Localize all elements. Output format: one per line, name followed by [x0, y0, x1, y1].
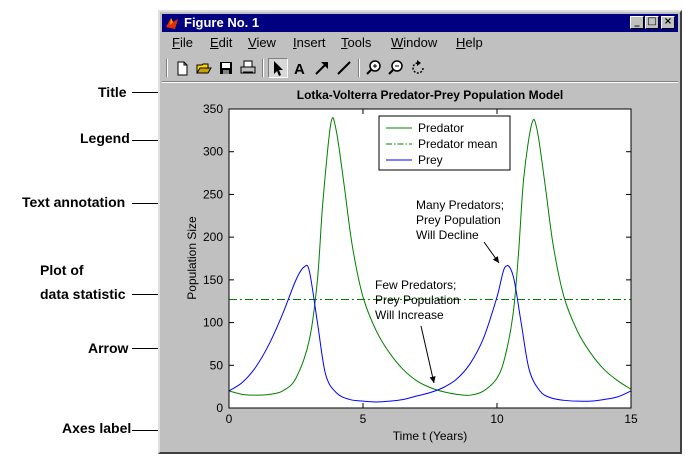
menu-bar: File Edit View Insert Tools Window Help [164, 34, 676, 52]
annotation-arrow-head [492, 256, 499, 263]
rotate-icon[interactable] [408, 58, 428, 78]
legend-entry: Predator mean [418, 137, 497, 151]
callout-title: Title [98, 84, 127, 100]
arrow-icon[interactable] [312, 58, 332, 78]
callout-data-statistic: data statistic [40, 286, 126, 302]
y-tick-label: 300 [203, 145, 223, 159]
annotation-few-predators: Prey Population [375, 293, 460, 307]
select-arrow-icon[interactable] [268, 58, 288, 78]
legend: Predator Predator mean Prey [378, 115, 511, 171]
annotation-arrow-head [429, 376, 436, 383]
annotation-many-predators: Prey Population [416, 213, 501, 227]
x-axis-label: Time t (Years) [393, 429, 467, 443]
callout-plot-of: Plot of [40, 262, 84, 278]
new-file-icon[interactable] [172, 58, 192, 78]
toolbar-separator [262, 59, 264, 77]
print-icon[interactable] [238, 58, 258, 78]
y-tick-label: 350 [203, 102, 223, 116]
open-folder-icon[interactable] [194, 58, 214, 78]
legend-entry: Prey [418, 153, 443, 167]
matlab-icon [166, 18, 178, 29]
toolbar-divider [162, 81, 678, 83]
toolbar-grip [166, 59, 168, 77]
series-line-2 [228, 264, 632, 403]
x-tick-label: 0 [226, 412, 233, 426]
annotation-many-predators: Will Decline [416, 228, 479, 242]
axes-frame [228, 108, 632, 409]
menu-edit[interactable]: Edit [210, 35, 233, 50]
x-tick-label: 5 [360, 412, 367, 426]
annotation-few-predators: Will Increase [375, 308, 444, 322]
x-tick-label: 15 [624, 412, 638, 426]
x-tick-label: 10 [490, 412, 504, 426]
annotation-few-predators: Few Predators; [375, 278, 456, 292]
line-icon[interactable] [334, 58, 354, 78]
menu-file[interactable]: File [172, 35, 193, 50]
series-line-0 [228, 117, 632, 396]
chart-title: Lotka-Volterra Predator-Prey Population … [297, 88, 563, 102]
close-button[interactable]: × [661, 16, 675, 29]
y-tick-label: 100 [203, 316, 223, 330]
toolbar: A [164, 56, 676, 80]
y-tick-label: 200 [203, 230, 223, 244]
text-icon[interactable]: A [290, 58, 310, 78]
callout-arrow: Arrow [88, 340, 129, 356]
callout-text-annotation: Text annotation [22, 194, 126, 210]
menu-help[interactable]: Help [456, 35, 483, 50]
window-title: Figure No. 1 [184, 15, 260, 30]
menu-view[interactable]: View [248, 35, 276, 50]
callout-axes-label: Axes label [62, 420, 132, 436]
menu-window[interactable]: Window [391, 35, 438, 50]
annotation-arrow [420, 325, 435, 384]
legend-box [378, 115, 511, 171]
callout-legend: Legend [80, 130, 130, 146]
svg-text:A: A [294, 61, 305, 78]
y-tick-label: 250 [203, 187, 223, 201]
toolbar-separator [358, 59, 360, 77]
menu-tools[interactable]: Tools [341, 35, 372, 50]
y-tick-label: 0 [216, 401, 223, 415]
maximize-button[interactable]: □ [645, 16, 659, 29]
zoom-in-icon[interactable] [364, 58, 384, 78]
annotation-many-predators: Many Predators; [416, 198, 504, 212]
y-axis-label: Population Size [185, 216, 199, 300]
zoom-out-icon[interactable] [386, 58, 406, 78]
legend-entry: Predator [418, 121, 464, 135]
y-tick-label: 50 [210, 358, 224, 372]
title-bar[interactable]: Figure No. 1 _ □ × [162, 14, 678, 32]
y-tick-label: 150 [203, 273, 223, 287]
minimize-button[interactable]: _ [630, 16, 644, 29]
save-icon[interactable] [216, 58, 236, 78]
menu-insert[interactable]: Insert [293, 35, 326, 50]
